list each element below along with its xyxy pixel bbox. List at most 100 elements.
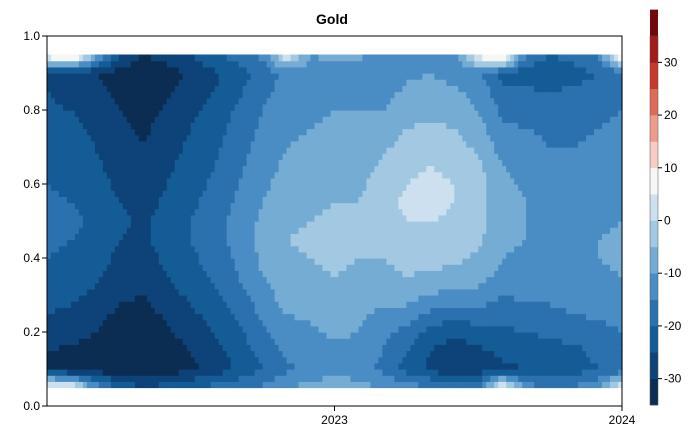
heatmap-cell <box>198 153 204 160</box>
heatmap-cell <box>130 227 136 234</box>
heatmap-cell <box>254 214 260 222</box>
heatmap-cell <box>270 184 276 191</box>
heatmap-cell <box>298 153 304 160</box>
heatmap-cell <box>370 264 376 271</box>
heatmap-cell <box>154 147 160 154</box>
heatmap-cell <box>102 190 108 197</box>
heatmap-cell <box>222 258 228 265</box>
heatmap-cell <box>198 288 204 296</box>
heatmap-cell <box>334 239 340 247</box>
heatmap-cell <box>66 239 72 247</box>
heatmap-cell <box>382 134 388 142</box>
heatmap-cell <box>342 116 348 123</box>
heatmap-cell <box>178 79 184 86</box>
heatmap-cell <box>138 190 144 197</box>
heatmap-cell <box>298 319 304 327</box>
heatmap-cell <box>262 85 268 93</box>
heatmap-cell <box>266 122 272 130</box>
heatmap-cell <box>266 264 272 271</box>
heatmap-cell <box>422 375 427 382</box>
heatmap-cell <box>74 332 80 339</box>
heatmap-cell <box>162 73 168 80</box>
heatmap-cell <box>298 165 304 173</box>
heatmap-cell <box>47 79 52 86</box>
heatmap-cell <box>130 214 136 222</box>
heatmap-cell <box>346 116 352 123</box>
heatmap-cell <box>318 60 324 68</box>
heatmap-cell <box>82 91 88 99</box>
heatmap-cell <box>218 171 224 179</box>
heatmap-cell <box>386 54 391 62</box>
heatmap-cell <box>146 91 152 99</box>
heatmap-cell <box>258 233 264 241</box>
heatmap-cell <box>238 276 244 284</box>
heatmap-cell <box>222 128 228 136</box>
heatmap-cell <box>242 202 248 210</box>
heatmap-cell <box>94 97 100 105</box>
heatmap-cell <box>242 208 248 216</box>
heatmap-cell <box>250 270 256 278</box>
heatmap-cell <box>234 295 240 302</box>
heatmap-cell <box>54 258 60 265</box>
heatmap-cell <box>278 147 284 154</box>
heatmap-cell <box>302 153 308 160</box>
heatmap-cell <box>222 270 228 278</box>
heatmap-cell <box>94 245 100 253</box>
heatmap-cell <box>270 110 276 117</box>
heatmap-cell <box>110 116 116 123</box>
heatmap-cell <box>102 245 108 253</box>
heatmap-cell <box>326 147 332 154</box>
heatmap-cell <box>242 301 248 308</box>
heatmap-cell <box>258 221 264 228</box>
heatmap-cell <box>194 66 200 74</box>
heatmap-cell <box>322 208 328 216</box>
heatmap-cell <box>90 270 96 278</box>
heatmap-cell <box>154 362 160 370</box>
heatmap-cell <box>362 375 368 382</box>
heatmap-cell <box>390 288 395 296</box>
heatmap-cell <box>350 332 356 339</box>
heatmap-cell <box>82 177 88 185</box>
heatmap-cell <box>366 313 372 321</box>
heatmap-cell <box>254 356 260 364</box>
heatmap-cell <box>394 288 399 296</box>
heatmap-cell <box>278 356 284 364</box>
heatmap-cell <box>102 221 108 228</box>
heatmap-cell <box>334 116 340 123</box>
heatmap-cell <box>374 245 380 253</box>
heatmap-cell <box>302 171 308 179</box>
heatmap-cell <box>110 288 116 296</box>
heatmap-cell <box>190 165 196 173</box>
heatmap-cell <box>418 264 423 271</box>
heatmap-cell <box>158 171 164 179</box>
heatmap-cell <box>234 190 240 197</box>
heatmap-cell <box>398 60 403 68</box>
heatmap-cell <box>154 60 160 68</box>
heatmap-cell <box>306 276 312 284</box>
heatmap-cell <box>70 307 76 315</box>
heatmap-cell <box>362 140 368 148</box>
heatmap-cell <box>326 79 332 86</box>
heatmap-cell <box>346 60 352 68</box>
heatmap-cell <box>278 116 284 123</box>
heatmap-cell <box>326 73 332 80</box>
heatmap-cell <box>47 140 52 148</box>
heatmap-cell <box>366 159 372 167</box>
heatmap-cell <box>234 147 240 154</box>
heatmap-cell <box>134 307 140 315</box>
heatmap-cell <box>390 165 395 173</box>
heatmap-cell <box>190 313 196 321</box>
heatmap-cell <box>98 184 104 191</box>
heatmap-cell <box>102 313 108 321</box>
heatmap-cell <box>330 338 336 345</box>
heatmap-cell <box>142 251 148 259</box>
heatmap-cell <box>266 233 272 241</box>
heatmap-cell <box>318 97 324 105</box>
heatmap-cell <box>150 239 156 247</box>
heatmap-cell <box>262 313 268 321</box>
heatmap-cell <box>86 233 92 241</box>
heatmap-cell <box>218 221 224 228</box>
heatmap-cell <box>98 159 104 167</box>
heatmap-cell <box>326 264 332 271</box>
heatmap-cell <box>62 381 68 389</box>
